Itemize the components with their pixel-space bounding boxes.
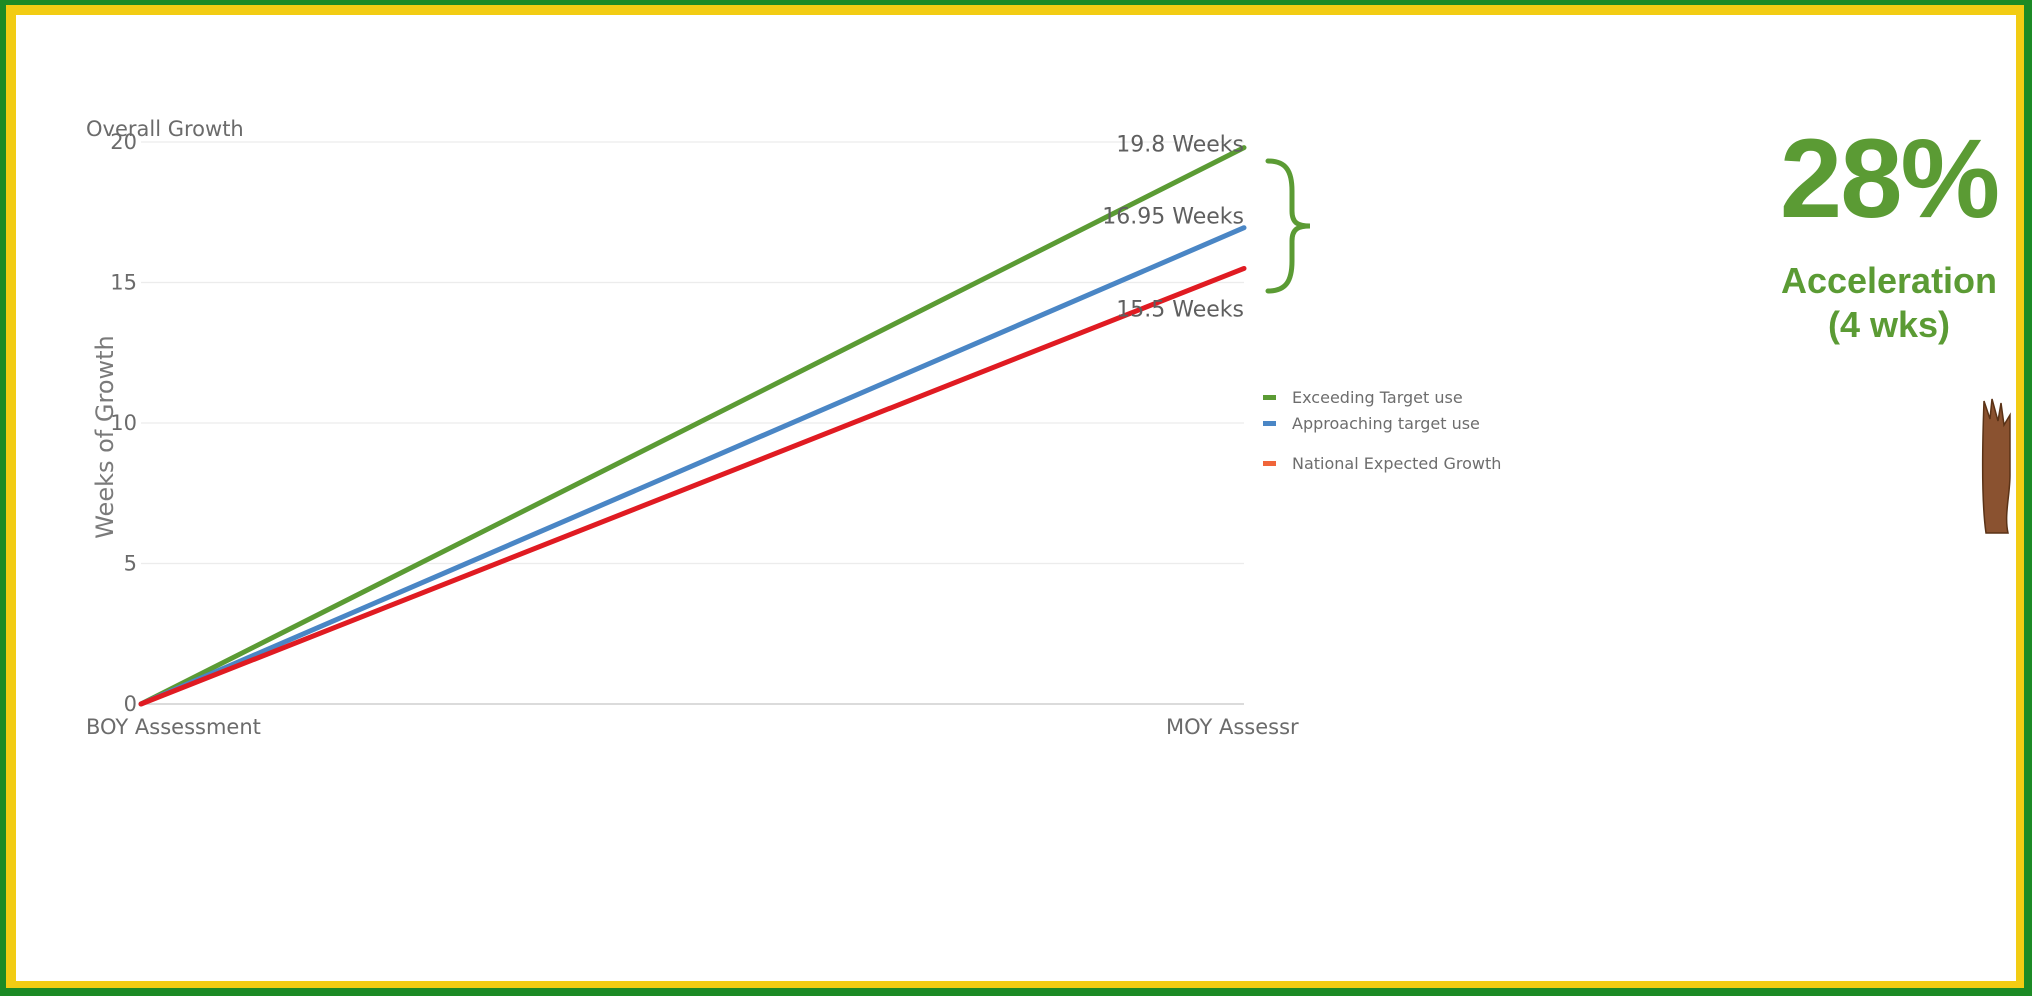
growth-line-chart: 0 5 10 15 20 BOY Assessment MOY Assessr Overa… — [86, 117, 1501, 739]
y-tick-label: 20 — [110, 130, 137, 154]
end-value-label: 15.5 Weeks — [1116, 297, 1244, 322]
y-tick-label: 5 — [124, 552, 137, 576]
legend-swatch — [1263, 461, 1276, 466]
chart-panel: 0 5 10 15 20 BOY Assessment MOY Assessr Overa… — [16, 15, 2016, 981]
y-tick-label: 10 — [110, 411, 137, 435]
y-axis-label: Weeks of Growth — [91, 335, 119, 539]
series-line — [138, 225, 1247, 707]
series-line — [138, 145, 1247, 707]
legend-label: Exceeding Target use — [1292, 388, 1463, 407]
brace-icon — [1265, 158, 1311, 294]
legend-swatch — [1263, 395, 1276, 400]
end-value-label: 16.95 Weeks — [1102, 205, 1244, 230]
legend-label: Approaching target use — [1292, 414, 1480, 433]
acceleration-weeks: (4 wks) — [1827, 304, 1951, 345]
series-line — [138, 265, 1247, 707]
y-tick-label: 0 — [124, 692, 137, 716]
legend-swatch — [1263, 421, 1276, 426]
raised-hand-icon — [1981, 398, 2011, 534]
x-tick-labels: BOY Assessment MOY Assessr — [86, 715, 1299, 739]
end-value-labels: 19.8 Weeks 16.95 Weeks 15.5 Weeks — [1102, 133, 1244, 323]
y-tick-label: 15 — [110, 271, 137, 295]
end-value-label: 19.8 Weeks — [1116, 133, 1244, 158]
chart-title: Overall Growth — [86, 117, 244, 141]
series-lines — [138, 145, 1247, 707]
legend-label: National Expected Growth — [1292, 454, 1501, 473]
acceleration-percent: 28% — [1779, 116, 2000, 241]
x-tick-label: MOY Assessr — [1166, 715, 1299, 739]
acceleration-label: Acceleration — [1780, 260, 1998, 301]
acceleration-caption: Acceleration (4 wks) — [1764, 259, 2014, 347]
legend: Exceeding Target use Approaching target u… — [1263, 388, 1501, 473]
gridlines — [141, 141, 1244, 705]
x-tick-label: BOY Assessment — [86, 715, 261, 739]
y-tick-labels: 0 5 10 15 20 — [110, 130, 137, 716]
